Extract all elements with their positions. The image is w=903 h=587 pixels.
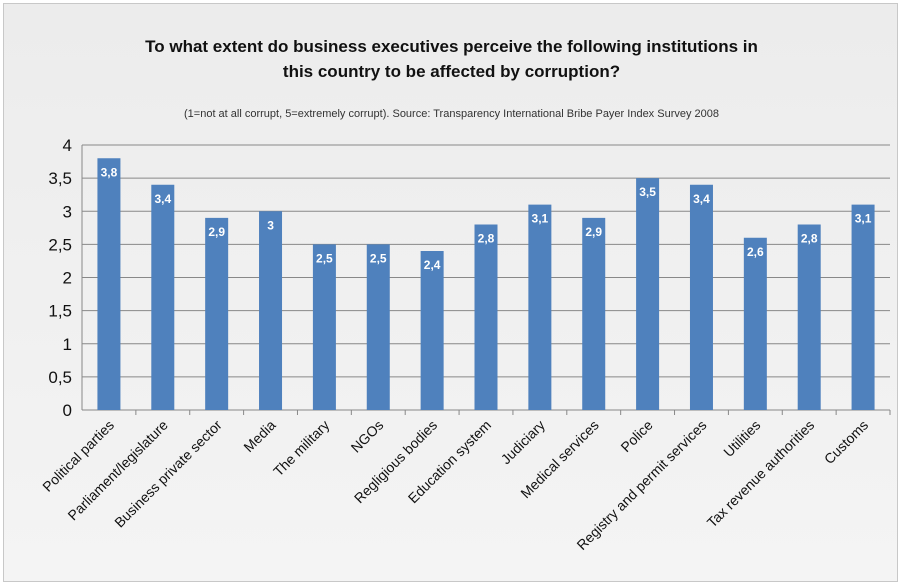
y-tick-label: 3,5 — [48, 169, 72, 188]
y-tick-label: 0 — [63, 401, 72, 420]
bar — [743, 237, 767, 410]
y-tick-label: 1,5 — [48, 302, 72, 321]
bar — [312, 244, 336, 410]
bar-value-label: 2,9 — [208, 225, 225, 239]
chart-subtitle: (1=not at all corrupt, 5=extremely corru… — [184, 108, 719, 120]
category-label: Judiciary — [498, 417, 548, 467]
bar — [851, 204, 875, 410]
category-label: Media — [240, 417, 278, 455]
bar — [797, 224, 821, 410]
category-label: Tax revenue authorities — [704, 417, 818, 531]
bar-value-label: 3,8 — [101, 165, 118, 179]
category-label: The military — [270, 417, 332, 479]
chart-title-line-1: To what extent do business executives pe… — [145, 37, 758, 56]
bar — [259, 211, 283, 410]
bar-value-label: 3,4 — [154, 192, 171, 206]
category-label: Business private sector — [111, 417, 225, 531]
category-label: Parliament/legislature — [64, 417, 171, 524]
bar — [689, 184, 713, 410]
bar-value-label: 2,9 — [585, 225, 602, 239]
y-tick-label: 3 — [63, 202, 72, 221]
category-label: Utilities — [720, 417, 763, 460]
bar-value-label: 2,4 — [424, 258, 441, 272]
y-tick-label: 2,5 — [48, 235, 72, 254]
y-tick-label: 4 — [63, 136, 72, 155]
bar — [366, 244, 390, 410]
bar-value-label: 2,6 — [747, 245, 764, 259]
chart-title-line-2: this country to be affected by corruptio… — [282, 62, 621, 81]
y-tick-label: 2 — [63, 269, 72, 288]
bar — [97, 158, 121, 410]
category-label: NGOs — [348, 417, 387, 456]
bar — [474, 224, 498, 410]
bar-value-label: 3 — [267, 218, 274, 232]
bar — [582, 217, 606, 410]
chart-title: To what extent do business executives pe… — [0, 34, 903, 84]
bar — [420, 251, 444, 410]
bar — [636, 178, 660, 410]
category-label: Customs — [821, 417, 871, 467]
bar — [528, 204, 552, 410]
bar-value-label: 2,8 — [801, 232, 818, 246]
bar-value-label: 2,8 — [478, 232, 495, 246]
bar-value-label: 3,1 — [855, 212, 872, 226]
bar — [151, 184, 175, 410]
bar-value-label: 3,4 — [693, 192, 710, 206]
bar — [205, 217, 229, 410]
y-tick-label: 1 — [63, 335, 72, 354]
bar-value-label: 2,5 — [370, 251, 387, 265]
bar-value-label: 3,1 — [532, 212, 549, 226]
bar-value-label: 3,5 — [639, 185, 656, 199]
y-tick-label: 0,5 — [48, 368, 72, 387]
category-label: Police — [617, 417, 655, 455]
bar-value-label: 2,5 — [316, 251, 333, 265]
